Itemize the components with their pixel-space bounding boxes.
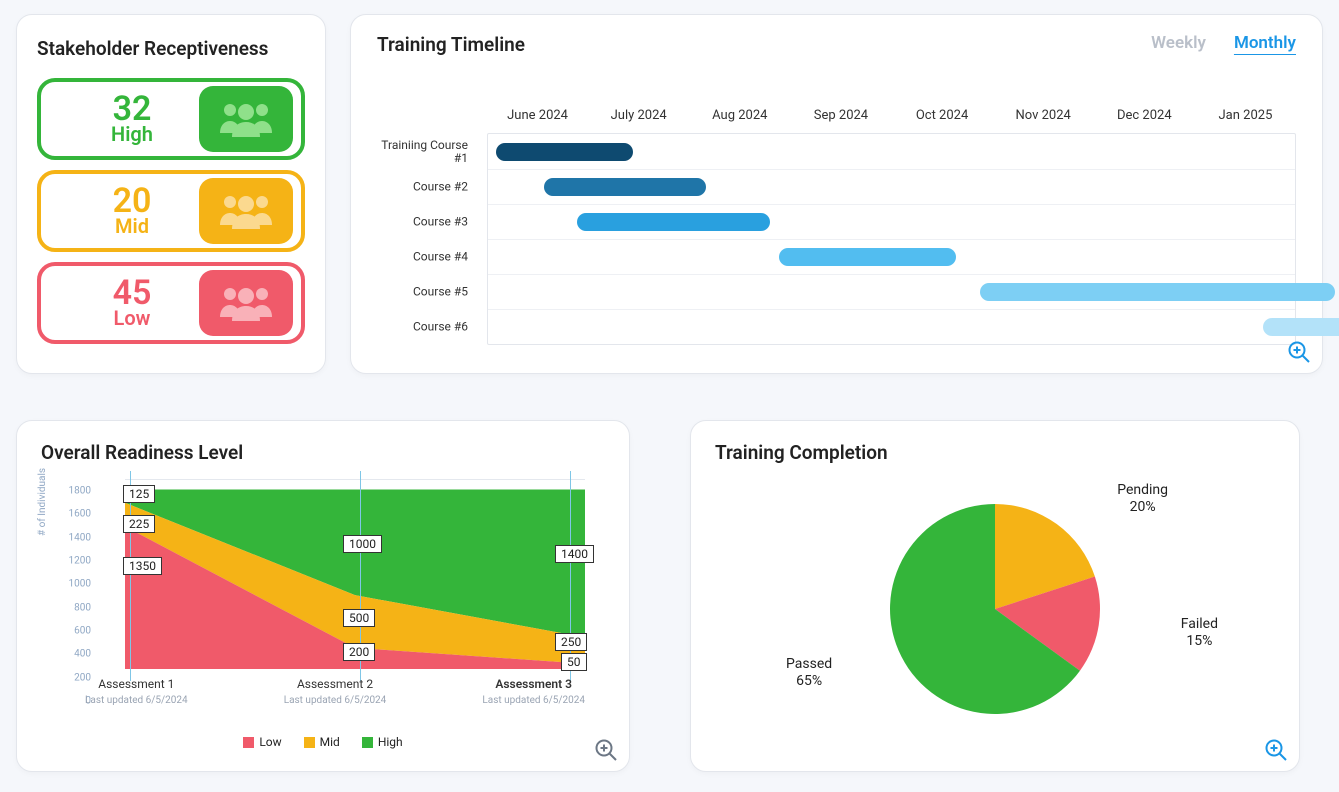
gantt-row: Course #2 [488, 169, 1295, 204]
assessment-name: Assessment 1 [85, 677, 188, 691]
gantt-month: June 2024 [487, 108, 588, 123]
overall-readiness-card: Overall Readiness Level # of Individuals… [16, 420, 630, 772]
gantt-row: Course #5 [488, 274, 1295, 309]
people-icon [199, 178, 293, 244]
callout: 225 [123, 515, 155, 533]
y-axis-label: # of Individuals [37, 468, 48, 536]
callout: 250 [555, 633, 587, 651]
readiness-legend: Low Mid High [17, 735, 629, 749]
callout: 200 [343, 643, 375, 661]
y-tick: 1800 [69, 486, 91, 497]
people-icon [199, 86, 293, 152]
gantt-bar [496, 143, 633, 161]
gantt-bar [544, 178, 705, 196]
gantt-row-label: Course #2 [378, 180, 478, 193]
y-tick: 600 [74, 625, 91, 636]
y-tick: 1400 [69, 532, 91, 543]
legend-swatch-low [243, 737, 254, 748]
assessment-name: Assessment 2 [284, 677, 387, 691]
assessment-column: Assessment 3 Last updated 6/5/2024 [482, 677, 585, 706]
gantt-row: Course #4 [488, 239, 1295, 274]
gantt-bar [779, 248, 957, 266]
gantt-row-label: Trainiing Course #1 [378, 138, 478, 164]
assessment-updated: Last updated 6/5/2024 [482, 695, 585, 706]
y-tick: 800 [74, 602, 91, 613]
assessment-labels: Assessment 1 Last updated 6/5/2024 Asses… [75, 677, 595, 706]
receptiveness-low: 45 Low [37, 262, 305, 344]
stakeholder-receptiveness-card: Stakeholder Receptiveness 32 High 20 [16, 14, 326, 374]
training-timeline-card: Training Timeline Weekly Monthly June 20… [350, 14, 1323, 374]
callout: 1400 [555, 545, 594, 563]
assessment-name: Assessment 3 [482, 677, 585, 691]
gantt-month: Aug 2024 [689, 108, 790, 123]
assessment-updated: Last updated 6/5/2024 [284, 695, 387, 706]
y-tick: 400 [74, 649, 91, 660]
readiness-area-chart: 125 225 1350 1000 500 200 1400 250 50 [95, 479, 595, 669]
gantt-row-label: Course #4 [378, 250, 478, 263]
mid-label: Mid [65, 214, 199, 238]
gantt-row: Trainiing Course #1 [488, 134, 1295, 169]
pie-label-failed: Failed15% [1181, 616, 1218, 650]
mid-value: 20 [65, 184, 199, 218]
gantt-row: Course #3 [488, 204, 1295, 239]
people-icon [199, 270, 293, 336]
gantt-month: Jan 2025 [1195, 108, 1296, 123]
high-value: 32 [65, 92, 199, 126]
gantt-area: Trainiing Course #1 Course #2 Course #3 … [487, 133, 1296, 345]
readiness-title: Overall Readiness Level [41, 441, 605, 464]
gantt-month: Nov 2024 [993, 108, 1094, 123]
gantt-month-headers: June 2024July 2024Aug 2024Sep 2024Oct 20… [377, 108, 1296, 123]
pie-label-passed: Passed65% [786, 656, 832, 690]
completion-title: Training Completion [715, 441, 1275, 464]
legend-label: Mid [320, 735, 340, 749]
low-label: Low [65, 306, 199, 330]
callout: 1000 [343, 535, 382, 553]
training-completion-card: Training Completion Passed65% Pending20%… [690, 420, 1300, 772]
assessment-column: Assessment 2 Last updated 6/5/2024 [284, 677, 387, 706]
callout: 1350 [123, 557, 162, 575]
receptiveness-high: 32 High [37, 78, 305, 160]
assessment-column: Assessment 1 Last updated 6/5/2024 [85, 677, 188, 706]
gantt-month: July 2024 [588, 108, 689, 123]
gantt-month: Sep 2024 [790, 108, 891, 123]
gantt-row-label: Course #6 [378, 320, 478, 333]
callout: 500 [343, 609, 375, 627]
zoom-in-icon[interactable] [1263, 737, 1289, 763]
callout: 50 [561, 653, 587, 671]
tab-weekly[interactable]: Weekly [1151, 33, 1206, 53]
legend-swatch-mid [304, 737, 315, 748]
callout: 125 [123, 485, 155, 503]
gantt-bar [980, 283, 1335, 301]
legend-label: Low [259, 735, 281, 749]
gantt-row-label: Course #5 [378, 285, 478, 298]
zoom-in-icon[interactable] [593, 737, 619, 763]
gantt-month: Dec 2024 [1094, 108, 1195, 123]
y-tick: 1600 [69, 509, 91, 520]
legend-swatch-high [362, 737, 373, 748]
tab-monthly[interactable]: Monthly [1234, 33, 1296, 53]
y-tick: 1200 [69, 555, 91, 566]
high-label: High [65, 122, 199, 146]
y-axis-ticks: 180016001400120010008006004002000 [61, 491, 91, 701]
gantt-row: Course #6 [488, 309, 1295, 344]
gantt-bar [577, 213, 771, 231]
pie-label-pending: Pending20% [1117, 482, 1168, 516]
gantt-bar [1263, 318, 1339, 336]
assessment-updated: Last updated 6/5/2024 [85, 695, 188, 706]
gantt-row-label: Course #3 [378, 215, 478, 228]
receptiveness-mid: 20 Mid [37, 170, 305, 252]
y-tick: 1000 [69, 579, 91, 590]
timeline-title: Training Timeline [377, 33, 525, 56]
completion-pie [885, 499, 1105, 719]
stakeholder-title: Stakeholder Receptiveness [37, 37, 305, 60]
zoom-in-icon[interactable] [1286, 339, 1312, 365]
low-value: 45 [65, 276, 199, 310]
gantt-month: Oct 2024 [892, 108, 993, 123]
legend-label: High [378, 735, 403, 749]
